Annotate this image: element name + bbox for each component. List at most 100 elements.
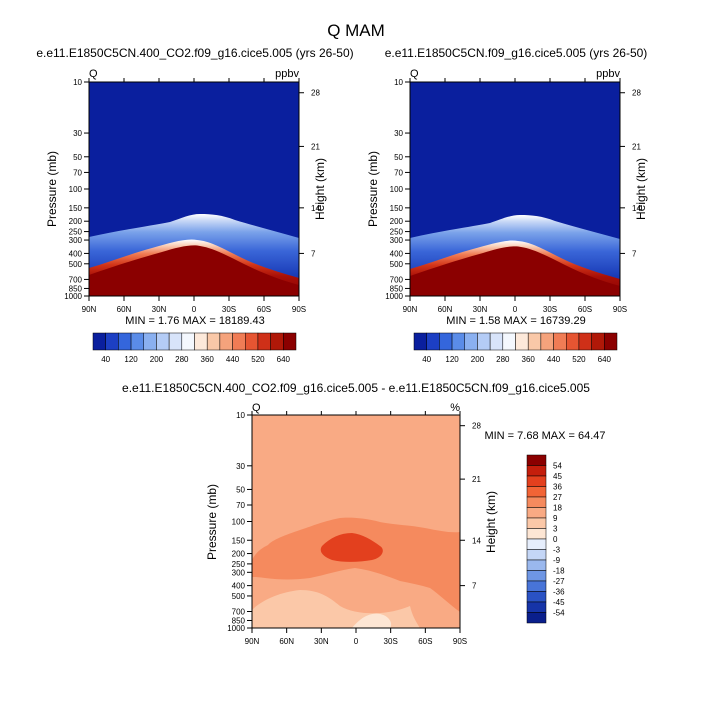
x-tick-label: 30N <box>314 637 329 646</box>
y-axis-label: Pressure (mb) <box>205 484 219 560</box>
y2-tick-label: 21 <box>472 475 481 484</box>
colorbar-label: 520 <box>572 355 586 364</box>
colorbar-label: 40 <box>422 355 431 364</box>
colorbar-swatch <box>578 332 592 351</box>
y2-tick-label: 21 <box>311 142 320 151</box>
x-tick-label: 90N <box>245 637 260 646</box>
strong-increase-region <box>320 533 383 562</box>
colorbar-label: 280 <box>496 355 510 364</box>
x-tick-label: 30S <box>222 305 236 314</box>
y-tick-label: 250 <box>390 228 404 237</box>
y-tick-label: 100 <box>232 518 246 527</box>
y-tick-label: 30 <box>394 129 403 138</box>
colorbar-label: 3 <box>553 525 558 534</box>
y-tick-label: 200 <box>69 217 83 226</box>
colorbar-swatch <box>526 601 547 613</box>
y-tick-label: 100 <box>69 185 83 194</box>
colorbar-swatch <box>168 332 183 351</box>
y-tick-label: 500 <box>390 260 404 269</box>
y2-tick-label: 7 <box>472 582 477 591</box>
y-tick-label: 850 <box>390 284 404 293</box>
y-tick-label: 1000 <box>64 292 82 301</box>
x-tick-label: 0 <box>192 305 197 314</box>
colorbar-label: -54 <box>553 609 565 618</box>
colorbar-swatch <box>526 570 547 582</box>
max-value-core <box>410 246 620 296</box>
y-tick-label: 70 <box>394 168 403 177</box>
colorbar-label: 360 <box>201 355 215 364</box>
panel-difference: e.e11.E1850C5CN.400_CO2.f09_g16.cice5.00… <box>122 381 605 646</box>
x-ticks: 90N 60N 30N 0 30S 60S 90S <box>245 411 467 646</box>
y-tick-label: 50 <box>394 153 403 162</box>
y2-axis-label: Height (km) <box>484 491 498 553</box>
y-tick-label: 850 <box>232 616 246 625</box>
x-tick-label: 30N <box>152 305 167 314</box>
y-tick-label: 400 <box>69 249 83 258</box>
panel-title: e.e11.E1850C5CN.400_CO2.f09_g16.cice5.00… <box>36 46 353 60</box>
y-tick-label: 400 <box>390 249 404 258</box>
colorbar-label: 200 <box>471 355 485 364</box>
colorbar-swatch <box>526 528 547 540</box>
x-tick-label: 60N <box>438 305 453 314</box>
colorbar-swatch <box>118 332 132 351</box>
colorbar-swatch <box>283 332 297 351</box>
colorbar-swatch <box>105 332 119 351</box>
colorbar-label: 520 <box>251 355 265 364</box>
y-tick-label: 300 <box>390 236 404 245</box>
x-tick-label: 90N <box>403 305 418 314</box>
colorbar-label: -45 <box>553 598 565 607</box>
y2-axis-label: Height (km) <box>313 158 327 220</box>
colorbar-label: 9 <box>553 514 558 523</box>
colorbar-swatch <box>130 332 144 351</box>
colorbar-label: 440 <box>547 355 561 364</box>
x-tick-label: 90N <box>82 305 97 314</box>
y-tick-label: 700 <box>232 608 246 617</box>
y-tick-label: 300 <box>232 568 246 577</box>
colorbar-label: -18 <box>553 567 565 576</box>
colorbar-label: 120 <box>124 355 138 364</box>
colorbar-label: 640 <box>277 355 291 364</box>
y-tick-label: 150 <box>69 204 83 213</box>
y2-ticks: 28 21 14 7 <box>299 89 320 258</box>
colorbar-label: 200 <box>150 355 164 364</box>
colorbar-swatch <box>526 465 547 477</box>
colorbar-swatch <box>527 332 542 351</box>
x-tick-label: 60N <box>279 637 294 646</box>
colorbar: 40 120 200 280 360 440 520 640 <box>92 332 297 364</box>
colorbar-swatch <box>477 332 491 351</box>
x-tick-label: 60S <box>257 305 271 314</box>
y-tick-label: 500 <box>69 260 83 269</box>
difference-plot <box>251 414 461 629</box>
y-tick-label: 1000 <box>227 624 245 633</box>
colorbar-swatch <box>566 332 580 351</box>
y-axis-label: Pressure (mb) <box>45 151 59 227</box>
colorbar-swatch <box>526 496 547 508</box>
x-tick-label: 60S <box>578 305 592 314</box>
panel-right-field: e.e11.E1850C5CN.f09_g16.cice5.005 (yrs 2… <box>366 46 648 364</box>
y2-tick-label: 14 <box>311 204 320 213</box>
y2-axis-label: Height (km) <box>634 158 648 220</box>
y2-tick-label: 7 <box>632 249 637 258</box>
y-tick-label: 10 <box>236 411 245 420</box>
x-tick-label: 0 <box>354 637 359 646</box>
y-tick-label: 150 <box>390 204 404 213</box>
colorbar-swatch <box>489 332 504 351</box>
x-ticks: 90N 60N 30N 0 30S 60S 90S <box>403 78 627 314</box>
colorbar-swatch <box>257 332 271 351</box>
colorbar-label: 54 <box>553 462 562 471</box>
y-tick-label: 700 <box>69 275 83 284</box>
colorbar-swatch <box>206 332 221 351</box>
y-tick-label: 250 <box>69 228 83 237</box>
colorbar-swatch <box>426 332 440 351</box>
y-tick-label: 10 <box>73 78 82 87</box>
y-axis-label: Pressure (mb) <box>366 151 380 227</box>
y2-tick-label: 7 <box>311 249 316 258</box>
colorbar-label: 360 <box>522 355 536 364</box>
y-tick-label: 70 <box>73 168 82 177</box>
x-tick-label: 90S <box>453 637 467 646</box>
stats-text: MIN = 1.76 MAX = 18189.43 <box>125 315 264 327</box>
y2-tick-label: 21 <box>632 142 641 151</box>
